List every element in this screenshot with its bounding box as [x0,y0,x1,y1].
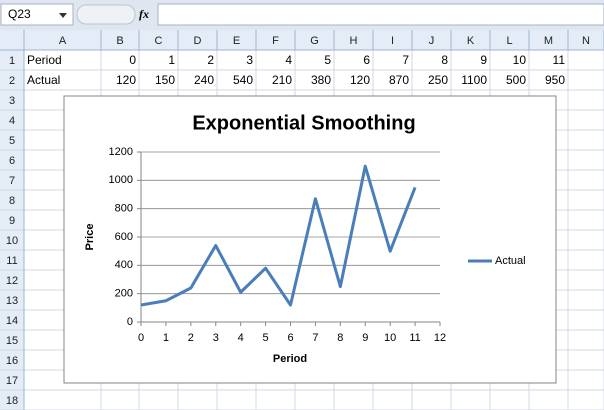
x-tick-label: 7 [312,332,318,344]
row-header: 14 [6,315,18,327]
x-tick-label: 5 [263,332,269,344]
y-tick-label: 800 [115,203,133,215]
cell: 10 [513,53,527,67]
cell: 540 [233,73,253,87]
row-header: 1 [9,55,15,67]
y-tick-label: 400 [115,259,133,271]
series-line [140,164,417,307]
cell: 380 [311,73,331,87]
column-header: N [582,35,590,47]
x-tick-label: 2 [188,332,194,344]
y-axis-label: Price [84,224,96,251]
row-header: 13 [6,295,18,307]
row-header: 16 [6,355,18,367]
name-box-text: Q23 [8,7,31,21]
x-axis-label: Period [273,353,307,365]
row-header: 18 [6,395,18,407]
fx-button[interactable]: fx [139,7,149,21]
cell: 150 [155,73,175,87]
chart-title: Exponential Smoothing [192,112,415,134]
y-tick-label: 600 [115,231,133,243]
row-header: 3 [9,95,15,107]
x-tick-label: 8 [337,332,343,344]
formula-buttons [76,4,136,25]
cell: 500 [506,73,526,87]
column-header: G [310,35,319,47]
name-box-dropdown[interactable] [59,13,67,18]
cell: 11 [553,53,566,67]
row-header: 11 [6,255,17,267]
row-header: 17 [6,375,18,387]
x-tick-label: 3 [213,332,219,344]
cell: Period [27,53,62,67]
x-tick-label: 12 [434,332,446,344]
legend-label: Actual [495,255,526,267]
name-box[interactable] [0,3,74,26]
column-header: H [350,35,358,47]
x-tick-label: 9 [362,332,368,344]
cell: 1 [168,53,175,67]
cell: 870 [389,73,409,87]
row-header: 9 [9,215,15,227]
row-header: 10 [6,235,18,247]
y-tick-label: 1200 [109,146,133,158]
cell: 6 [363,53,370,67]
column-header: L [506,35,512,47]
x-tick-label: 11 [409,332,420,344]
cell: Actual [27,73,60,87]
cell: 5 [324,53,331,67]
cell: 2 [207,53,214,67]
x-tick-label: 0 [138,332,144,344]
column-header: E [233,35,240,47]
row-header: 7 [9,175,15,187]
cell: 0 [129,53,136,67]
row-header: 15 [6,335,18,347]
column-header: F [272,35,279,47]
cell: 240 [194,73,214,87]
row-header: 5 [9,135,15,147]
cell: 120 [350,73,370,87]
y-tick-label: 1000 [109,174,133,186]
column-header: A [59,35,67,47]
cell: 9 [480,53,487,67]
y-tick-label: 0 [127,316,133,328]
row-header: 12 [6,275,18,287]
cell: 4 [285,53,292,67]
x-tick-label: 1 [163,332,169,344]
column-header: D [194,35,202,47]
column-header: C [155,35,163,47]
formula-input[interactable] [157,3,604,26]
column-header: K [467,35,475,47]
cell: 3 [246,53,253,67]
column-header: B [116,35,123,47]
column-header: J [429,35,435,47]
column-header: I [391,35,394,47]
column-header-bar [0,30,604,50]
x-tick-label: 6 [287,332,293,344]
cell: 120 [116,73,136,87]
cell: 210 [272,73,292,87]
row-header-bar [0,30,24,410]
cell: 1100 [461,73,487,87]
row-header: 6 [9,155,15,167]
column-header: M [544,35,553,47]
x-tick-label: 4 [238,332,244,344]
chart-area[interactable] [63,95,557,384]
row-header: 4 [9,115,15,127]
y-tick-label: 200 [115,288,133,300]
cell: 7 [402,53,409,67]
cell: 250 [428,73,448,87]
row-header: 8 [9,195,15,207]
cell: 950 [545,73,565,87]
x-tick-label: 10 [384,332,396,344]
row-header: 2 [9,75,15,87]
cell: 8 [441,53,448,67]
